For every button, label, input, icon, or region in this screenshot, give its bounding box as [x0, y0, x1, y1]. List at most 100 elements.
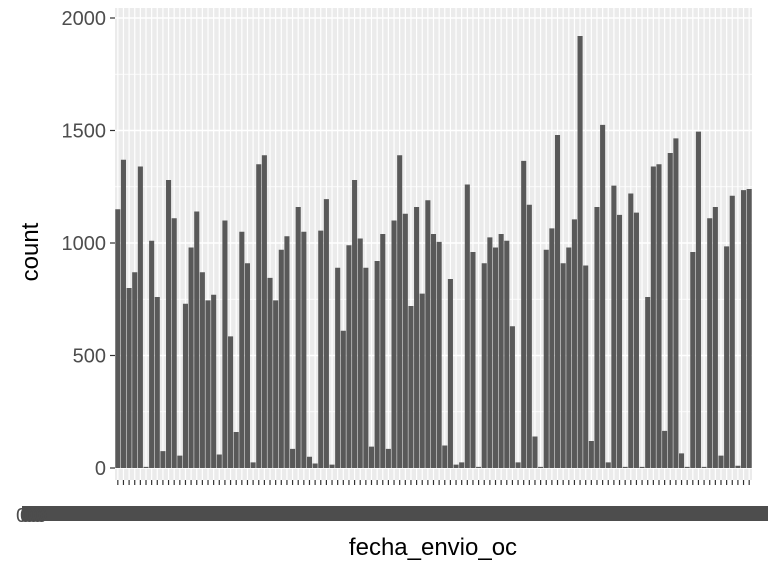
bar — [368, 446, 375, 468]
bar — [137, 166, 143, 468]
bar — [166, 180, 172, 468]
bar — [391, 220, 397, 468]
bar — [340, 330, 346, 468]
y-tick-label: 1000 — [62, 233, 107, 255]
bar — [346, 245, 352, 468]
bar — [385, 448, 391, 468]
bar — [301, 231, 307, 468]
bar — [357, 238, 363, 468]
bar — [414, 207, 420, 468]
bar — [228, 336, 234, 468]
bar — [419, 293, 425, 468]
bar — [323, 199, 329, 468]
bar — [363, 267, 369, 468]
x-tick-label: 0 — [16, 505, 27, 527]
bar — [678, 453, 685, 468]
x-tick-label: 0 — [32, 505, 43, 527]
bar — [521, 160, 527, 468]
bar — [182, 303, 189, 468]
bar — [171, 218, 177, 468]
bar — [442, 445, 448, 468]
bar — [701, 466, 707, 468]
bar — [673, 138, 679, 468]
bar — [476, 466, 482, 468]
bar — [684, 466, 690, 468]
bar — [160, 451, 166, 468]
bar — [554, 135, 561, 468]
bar — [566, 247, 572, 468]
bar — [532, 436, 538, 468]
bar — [447, 279, 453, 468]
bar — [408, 306, 414, 468]
y-axis: 0 500 1000 1500 2000 — [62, 8, 115, 480]
bar — [560, 263, 566, 468]
bar — [335, 267, 341, 468]
bar — [239, 231, 245, 468]
bar — [177, 455, 183, 468]
bar — [402, 213, 408, 468]
bar — [312, 463, 318, 468]
bar — [459, 462, 465, 468]
bar — [256, 164, 262, 468]
bar — [115, 209, 121, 468]
bar — [199, 272, 205, 468]
bar — [718, 455, 724, 468]
bar — [746, 189, 752, 468]
bar — [735, 465, 741, 468]
bar — [143, 466, 149, 468]
bar — [549, 228, 555, 468]
bar — [149, 240, 155, 468]
bar — [453, 464, 459, 468]
bar — [695, 131, 701, 468]
bar — [690, 252, 696, 468]
bar — [188, 247, 194, 468]
x-tick-label: 0 — [28, 505, 39, 527]
bar — [481, 263, 487, 468]
bar — [509, 326, 515, 468]
x-tick-label-overlap — [22, 506, 768, 521]
bar — [605, 462, 611, 468]
bar — [504, 240, 510, 468]
y-tick-label: 500 — [73, 346, 106, 368]
bar — [628, 193, 634, 468]
bar — [470, 252, 476, 468]
bar — [571, 219, 577, 468]
bar — [639, 466, 645, 468]
bar — [154, 297, 160, 468]
bar — [267, 277, 273, 468]
bar — [250, 462, 256, 468]
x-tick-label: 0 — [24, 505, 35, 527]
bar — [380, 234, 386, 468]
bar — [295, 207, 301, 468]
bar — [273, 300, 279, 468]
bar — [120, 159, 126, 468]
bar — [261, 155, 267, 468]
bar — [611, 185, 617, 468]
bar — [667, 153, 673, 468]
bar — [318, 230, 324, 468]
bar — [278, 249, 284, 468]
bar — [425, 200, 431, 468]
y-tick-label: 2000 — [62, 8, 107, 30]
y-axis-title: count — [17, 222, 44, 281]
x-tick-label: 0 — [36, 505, 47, 527]
y-tick-label: 1500 — [62, 121, 107, 143]
bar — [645, 297, 651, 468]
bar — [126, 288, 132, 468]
bar — [397, 155, 403, 468]
bar — [588, 441, 594, 468]
bar — [724, 246, 730, 468]
bar — [374, 261, 380, 468]
bar — [538, 466, 544, 468]
bar — [329, 464, 335, 468]
bar — [352, 180, 358, 468]
bar — [233, 432, 239, 468]
bar — [194, 211, 200, 468]
bar — [216, 454, 222, 468]
bar — [600, 124, 606, 468]
bar — [205, 300, 211, 468]
bar — [543, 249, 549, 468]
bar — [290, 448, 296, 468]
bar — [583, 265, 589, 468]
